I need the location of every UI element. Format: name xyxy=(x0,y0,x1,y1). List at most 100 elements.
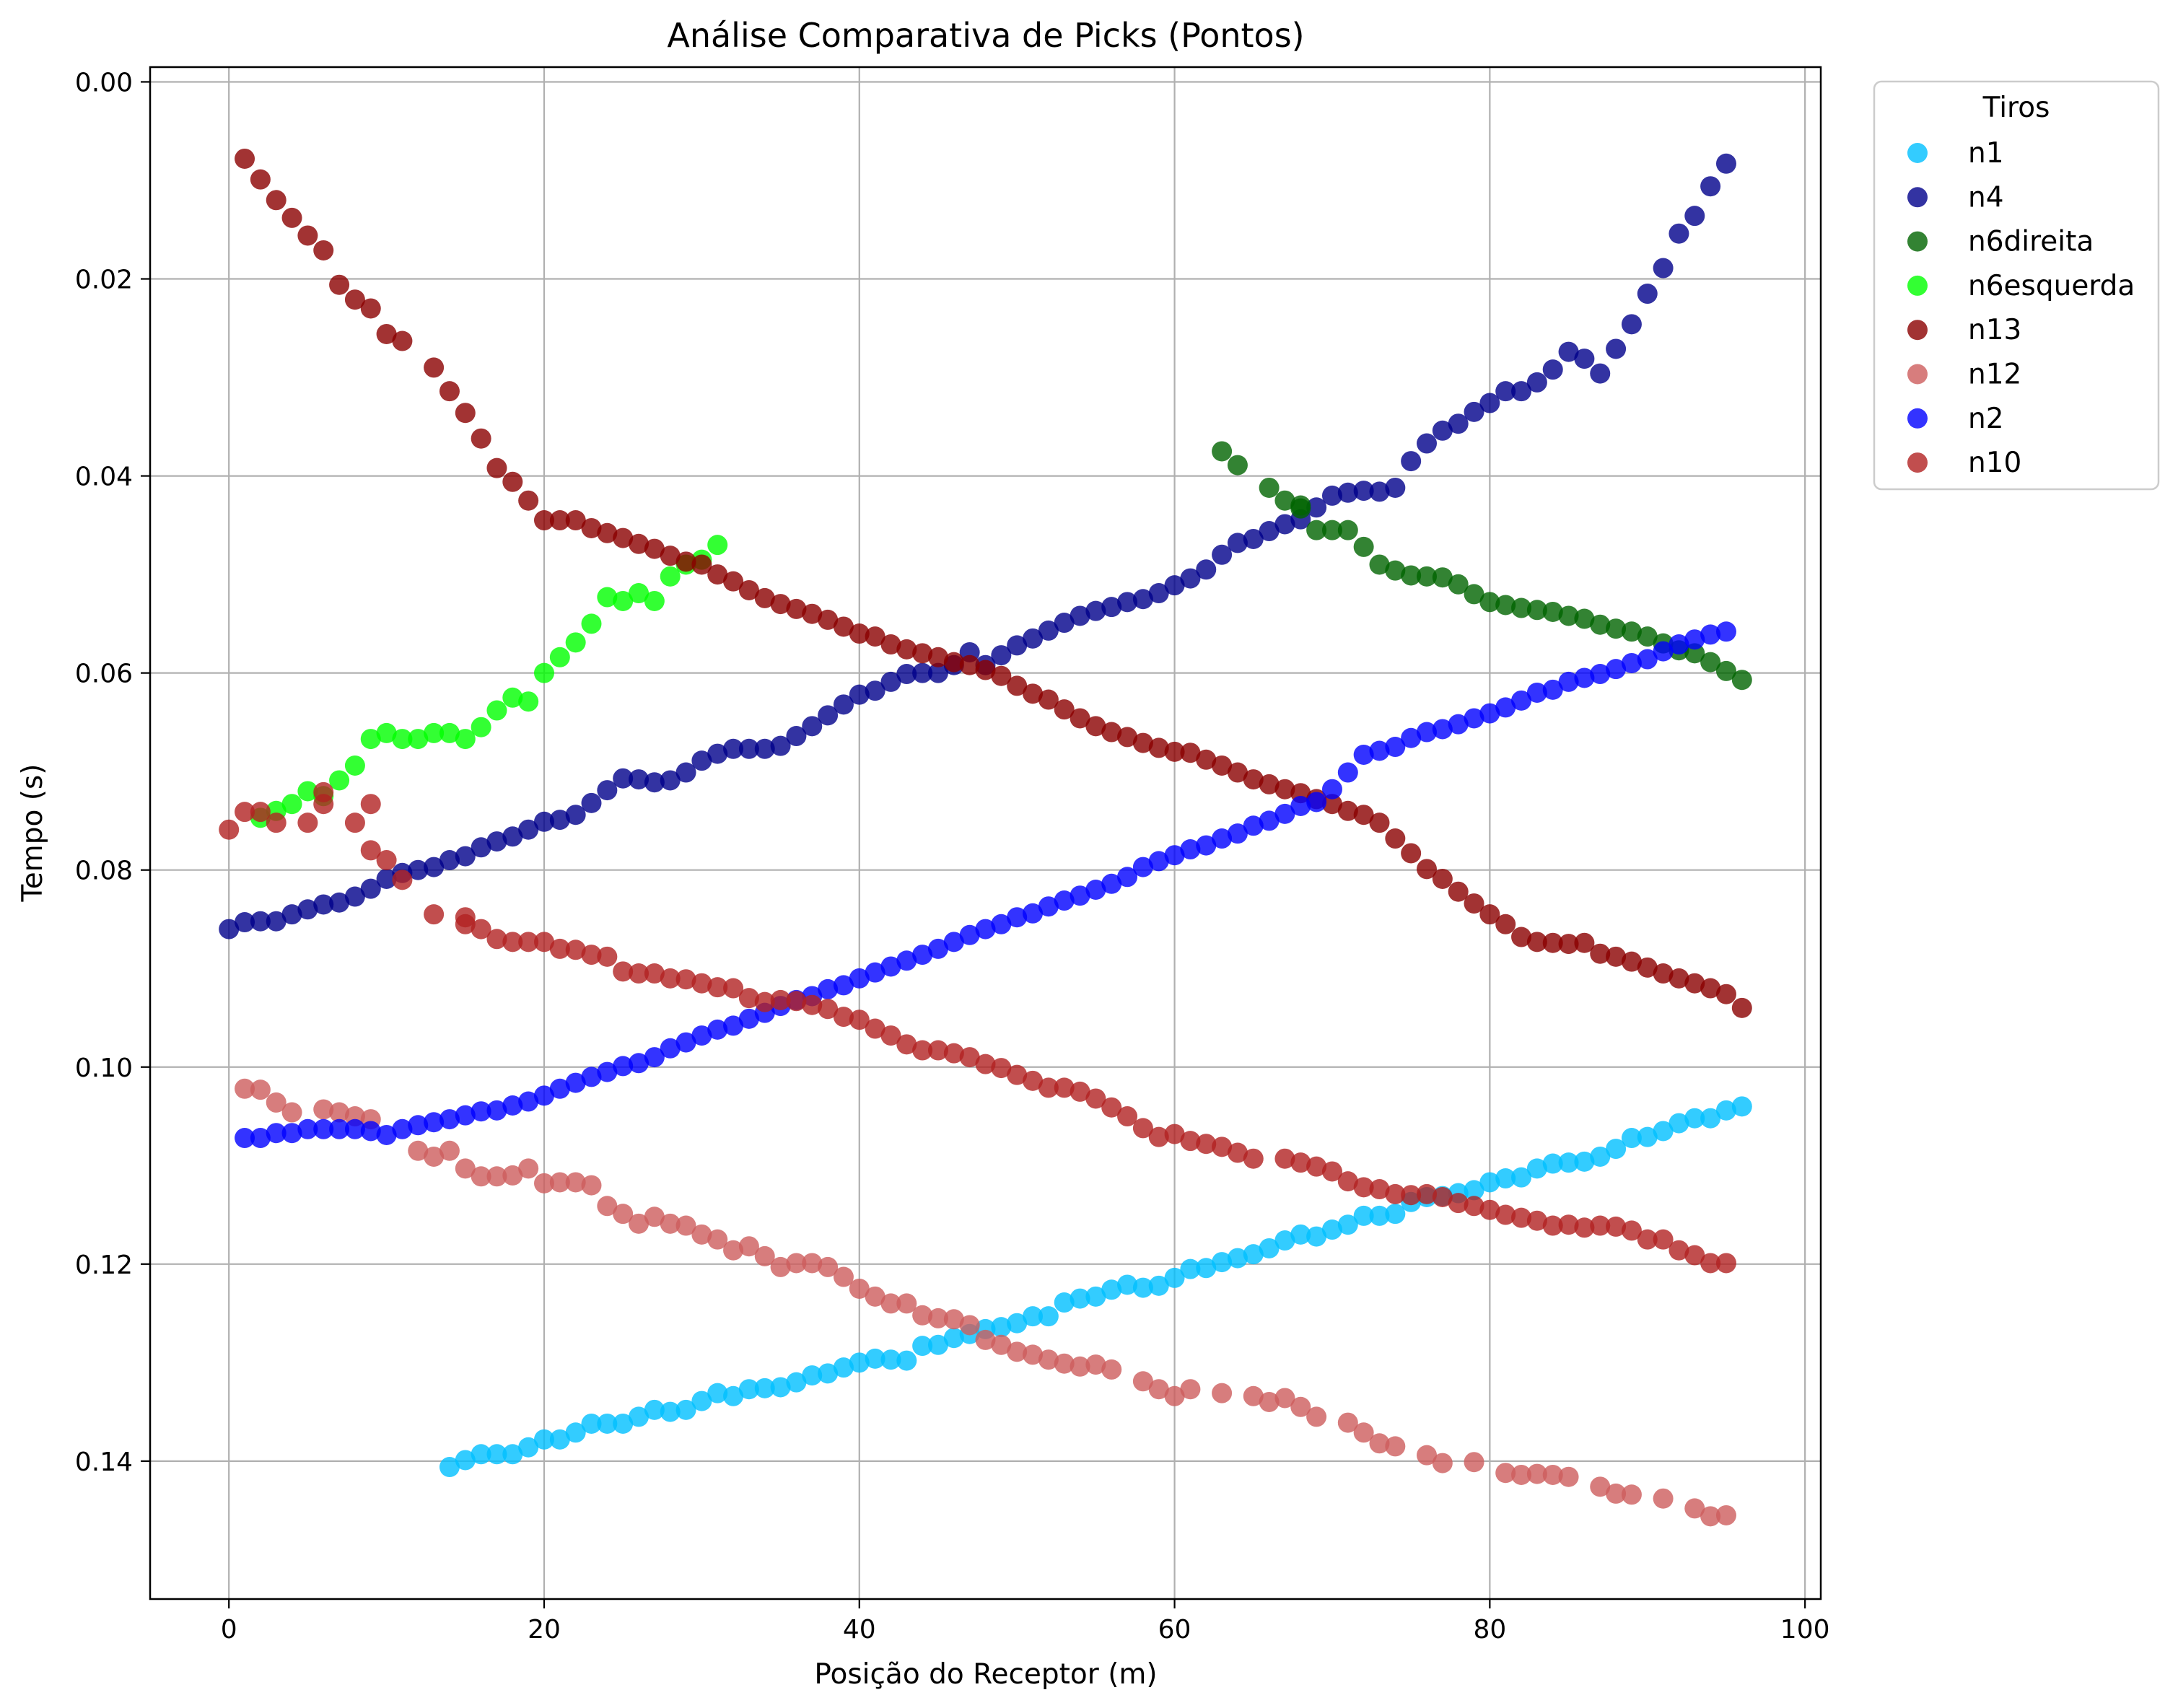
data-point xyxy=(1132,732,1153,753)
data-point xyxy=(786,1253,807,1274)
data-point xyxy=(1369,740,1390,761)
data-point xyxy=(849,1352,870,1373)
data-point xyxy=(1353,536,1374,557)
data-point xyxy=(1637,957,1658,978)
data-point xyxy=(1700,1506,1721,1527)
data-point xyxy=(1054,699,1075,720)
data-point xyxy=(1164,741,1185,762)
data-point xyxy=(1479,703,1500,724)
legend-label-n6esquerda: n6esquerda xyxy=(1968,270,2135,302)
data-point xyxy=(1148,1379,1169,1400)
legend-label-n1: n1 xyxy=(1968,137,2004,170)
data-point xyxy=(927,662,948,683)
series-n6direita xyxy=(1212,441,1752,691)
data-point xyxy=(991,645,1012,666)
data-point xyxy=(896,664,917,685)
data-point xyxy=(1038,620,1059,641)
data-point xyxy=(455,914,476,934)
data-point xyxy=(597,946,618,967)
data-point xyxy=(1148,1275,1169,1296)
data-point xyxy=(518,1158,539,1179)
data-point xyxy=(896,639,917,660)
data-point xyxy=(219,819,240,840)
data-point xyxy=(1306,1156,1327,1177)
data-point xyxy=(818,978,839,999)
data-point xyxy=(1023,1344,1044,1365)
data-point xyxy=(991,914,1012,934)
data-point xyxy=(1274,490,1295,511)
data-point xyxy=(943,652,964,673)
data-point xyxy=(1321,794,1342,815)
data-point xyxy=(408,729,429,750)
data-point xyxy=(439,1109,460,1130)
data-point xyxy=(439,850,460,871)
data-point xyxy=(833,1266,854,1287)
data-point xyxy=(518,691,539,712)
data-point xyxy=(518,1437,539,1458)
data-point xyxy=(991,1334,1012,1355)
data-point xyxy=(1479,904,1500,925)
data-point xyxy=(802,603,823,624)
data-point xyxy=(1007,675,1028,696)
x-tick-label: 20 xyxy=(528,1615,561,1645)
data-point xyxy=(691,554,712,575)
data-point xyxy=(1653,1229,1674,1250)
data-point xyxy=(959,1315,980,1336)
data-point xyxy=(1700,624,1721,645)
data-point xyxy=(1715,153,1736,174)
data-point xyxy=(959,924,980,945)
data-point xyxy=(1337,1412,1358,1433)
data-point xyxy=(313,240,334,260)
data-point xyxy=(691,1224,712,1245)
data-point xyxy=(1574,667,1595,688)
data-point xyxy=(455,846,476,867)
data-point xyxy=(533,1085,554,1106)
data-point xyxy=(1227,823,1248,844)
data-point xyxy=(943,1309,964,1330)
data-point xyxy=(802,716,823,737)
data-point xyxy=(329,892,350,913)
data-point xyxy=(360,1121,381,1142)
data-point xyxy=(991,1058,1012,1079)
data-point xyxy=(1259,1238,1280,1258)
data-point xyxy=(1164,845,1185,866)
legend-label-n10: n10 xyxy=(1968,447,2021,479)
data-point xyxy=(802,994,823,1015)
y-tick-label: 0.04 xyxy=(75,463,133,492)
data-point xyxy=(329,1102,350,1123)
series-n6esquerda xyxy=(250,535,728,828)
data-point xyxy=(786,991,807,1012)
data-point xyxy=(1511,1167,1532,1188)
data-point xyxy=(1401,451,1422,472)
data-point xyxy=(281,904,302,925)
data-point xyxy=(1495,381,1516,402)
data-point xyxy=(1227,1248,1248,1269)
data-point xyxy=(235,802,255,823)
data-point xyxy=(1590,1476,1611,1497)
data-point xyxy=(865,1018,885,1039)
data-point xyxy=(738,579,759,600)
data-point xyxy=(565,805,586,825)
data-point xyxy=(1684,1245,1705,1266)
data-point xyxy=(1542,359,1563,380)
data-point xyxy=(660,1038,681,1059)
data-point xyxy=(455,403,476,424)
y-tick-label: 0.10 xyxy=(75,1054,133,1083)
legend-marker-n1 xyxy=(1907,143,1928,163)
data-point xyxy=(1180,839,1201,860)
data-point xyxy=(707,743,728,764)
data-point xyxy=(486,929,507,950)
data-point xyxy=(1385,560,1406,581)
data-point xyxy=(1085,1354,1106,1375)
data-point xyxy=(1337,800,1358,821)
data-point xyxy=(502,1095,523,1116)
data-point xyxy=(549,1078,570,1099)
data-point xyxy=(1621,1484,1642,1505)
data-point xyxy=(1606,1139,1627,1160)
data-point xyxy=(281,794,302,815)
data-point xyxy=(344,755,365,776)
data-point xyxy=(1007,1064,1028,1085)
data-point xyxy=(1212,1383,1233,1403)
data-point xyxy=(1432,868,1453,889)
data-point xyxy=(1526,932,1547,952)
